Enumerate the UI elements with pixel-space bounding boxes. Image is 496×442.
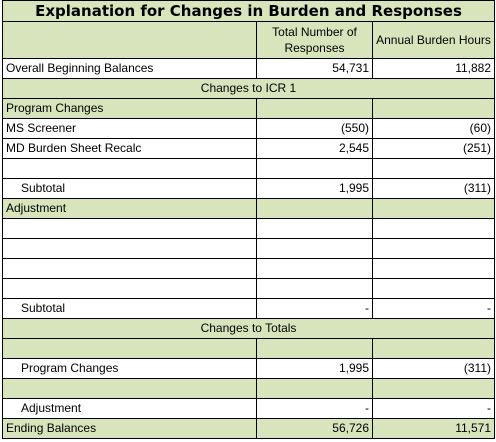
row-empty xyxy=(2,378,495,399)
row-subtotal-adjustment: Subtotal - - xyxy=(2,298,495,319)
label-cell[interactable]: Program Changes xyxy=(2,98,257,119)
empty-cell[interactable] xyxy=(256,258,373,279)
empty-cell[interactable] xyxy=(2,258,257,279)
hours-cell[interactable]: - xyxy=(372,298,495,319)
label-cell[interactable]: MD Burden Sheet Recalc xyxy=(2,138,257,159)
empty-cell[interactable] xyxy=(256,98,373,119)
section-header-cell[interactable]: Changes to ICR 1 xyxy=(2,78,495,99)
empty-cell[interactable] xyxy=(2,278,257,299)
empty-cell[interactable] xyxy=(372,338,495,359)
responses-cell[interactable]: 1,995 xyxy=(256,358,373,379)
label-cell[interactable]: Ending Balances xyxy=(2,418,257,439)
row-beginning-balances: Overall Beginning Balances 54,731 11,882 xyxy=(2,58,495,79)
row-ending-balances: Ending Balances 56,726 11,571 xyxy=(2,418,495,439)
hours-cell[interactable]: (311) xyxy=(372,178,495,199)
row-subtotal-program: Subtotal 1,995 (311) xyxy=(2,178,495,199)
empty-cell[interactable] xyxy=(256,198,373,219)
label-cell[interactable]: MS Screener xyxy=(2,118,257,139)
label-cell[interactable]: Overall Beginning Balances xyxy=(2,58,257,79)
row-empty xyxy=(2,218,495,239)
empty-cell[interactable] xyxy=(256,378,373,399)
empty-cell[interactable] xyxy=(372,198,495,219)
empty-cell[interactable] xyxy=(2,238,257,259)
empty-cell[interactable] xyxy=(2,378,257,399)
empty-cell[interactable] xyxy=(2,158,257,179)
responses-cell[interactable]: 1,995 xyxy=(256,178,373,199)
hours-cell[interactable]: (251) xyxy=(372,138,495,159)
empty-cell[interactable] xyxy=(372,238,495,259)
empty-cell[interactable] xyxy=(372,378,495,399)
section-changes-icr1: Changes to ICR 1 xyxy=(2,78,495,99)
row-program-changes-total: Program Changes 1,995 (311) xyxy=(2,358,495,379)
label-cell[interactable]: Subtotal xyxy=(2,298,257,319)
responses-cell[interactable]: 56,726 xyxy=(256,418,373,439)
empty-cell[interactable] xyxy=(372,278,495,299)
header-annual-burden-hours[interactable]: Annual Burden Hours xyxy=(372,21,495,59)
empty-cell[interactable] xyxy=(256,338,373,359)
hours-cell[interactable]: 11,571 xyxy=(372,418,495,439)
row-ms-screener: MS Screener (550) (60) xyxy=(2,118,495,139)
row-empty xyxy=(2,338,495,359)
responses-cell[interactable]: - xyxy=(256,298,373,319)
hours-cell[interactable]: - xyxy=(372,398,495,419)
row-empty xyxy=(2,238,495,259)
row-empty xyxy=(2,278,495,299)
hours-cell[interactable]: (311) xyxy=(372,358,495,379)
empty-cell[interactable] xyxy=(256,158,373,179)
header-total-responses[interactable]: Total Number of Responses xyxy=(256,21,373,59)
empty-cell[interactable] xyxy=(256,238,373,259)
section-header-cell[interactable]: Changes to Totals xyxy=(2,318,495,339)
row-empty xyxy=(2,158,495,179)
empty-cell[interactable] xyxy=(372,218,495,239)
label-cell[interactable]: Program Changes xyxy=(2,358,257,379)
empty-cell[interactable] xyxy=(2,218,257,239)
label-cell[interactable]: Adjustment xyxy=(2,198,257,219)
responses-cell[interactable]: (550) xyxy=(256,118,373,139)
empty-cell[interactable] xyxy=(256,278,373,299)
section-changes-totals: Changes to Totals xyxy=(2,318,495,339)
column-header-row: Total Number of Responses Annual Burden … xyxy=(2,21,495,59)
empty-cell[interactable] xyxy=(256,218,373,239)
row-adjustment-header: Adjustment xyxy=(2,198,495,219)
row-adjustment-total: Adjustment - - xyxy=(2,398,495,419)
empty-cell[interactable] xyxy=(372,98,495,119)
empty-cell[interactable] xyxy=(372,258,495,279)
responses-cell[interactable]: 54,731 xyxy=(256,58,373,79)
sheet-title[interactable]: Explanation for Changes in Burden and Re… xyxy=(2,0,495,22)
header-blank-cell[interactable] xyxy=(2,21,257,59)
hours-cell[interactable]: 11,882 xyxy=(372,58,495,79)
empty-cell[interactable] xyxy=(372,158,495,179)
hours-cell[interactable]: (60) xyxy=(372,118,495,139)
label-cell[interactable]: Subtotal xyxy=(2,178,257,199)
label-cell[interactable]: Adjustment xyxy=(2,398,257,419)
empty-cell[interactable] xyxy=(2,338,257,359)
row-md-burden-recalc: MD Burden Sheet Recalc 2,545 (251) xyxy=(2,138,495,159)
responses-cell[interactable]: - xyxy=(256,398,373,419)
row-program-changes-header: Program Changes xyxy=(2,98,495,119)
responses-cell[interactable]: 2,545 xyxy=(256,138,373,159)
title-row: Explanation for Changes in Burden and Re… xyxy=(2,0,495,22)
row-empty xyxy=(2,258,495,279)
